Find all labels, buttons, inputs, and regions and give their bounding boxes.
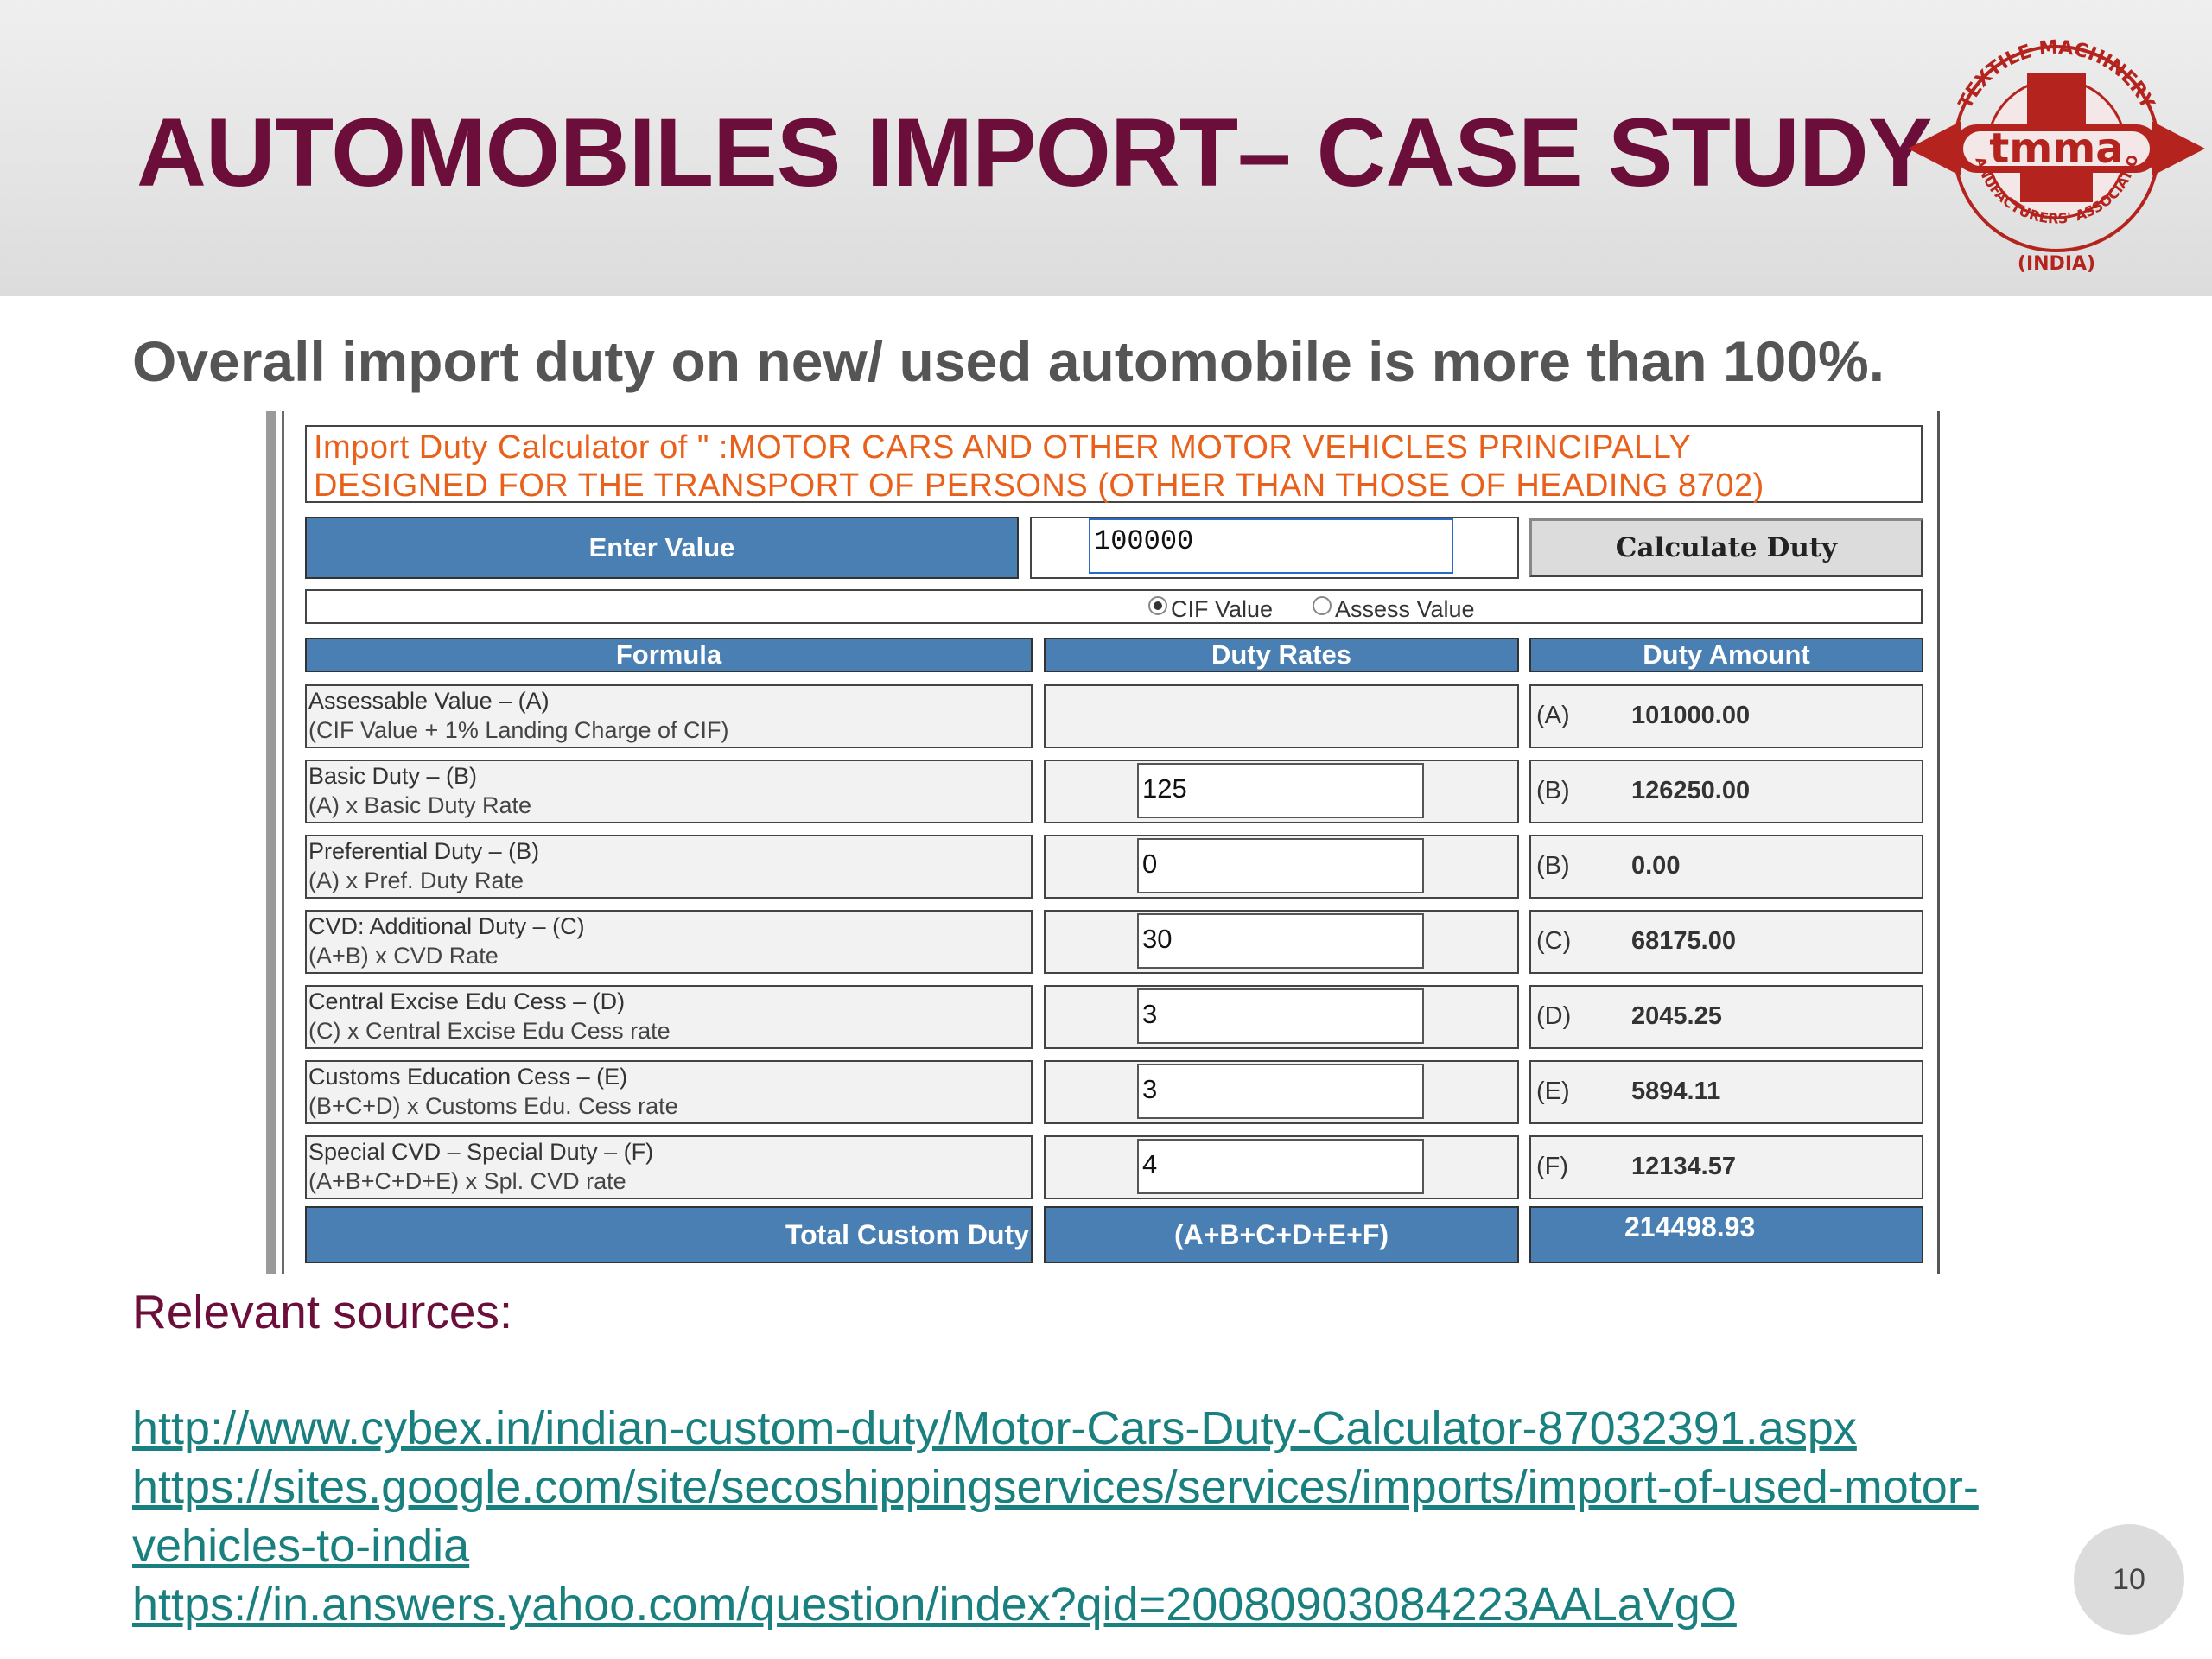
amount-value: 126250.00	[1631, 777, 1751, 804]
rate-cell: 125	[1044, 760, 1519, 823]
amount-cell: (A) 101000.00	[1529, 684, 1923, 748]
column-header-duty-amount: Duty Amount	[1529, 638, 1923, 672]
rate-cell: 3	[1044, 1060, 1519, 1124]
value-type-radio-group: CIF Value Assess Value	[305, 589, 1923, 624]
row-formula: (A) x Basic Duty Rate	[308, 792, 532, 818]
source-link-google-sites[interactable]: https://sites.google.com/site/secoshippi…	[132, 1461, 1979, 1513]
amount-value: 0.00	[1631, 852, 1681, 880]
rate-cell: 0	[1044, 835, 1519, 899]
amount-letter: (E)	[1536, 1077, 1570, 1105]
assess-value-radio[interactable]	[1313, 596, 1332, 615]
value-input[interactable]: 100000	[1089, 518, 1453, 574]
duty-calculator: Import Duty Calculator of " :MOTOR CARS …	[266, 411, 1940, 1274]
cif-value-label: CIF Value	[1171, 596, 1274, 622]
amount-value: 68175.00	[1631, 927, 1736, 955]
row-name: Customs Education Cess – (E)	[308, 1064, 628, 1090]
cif-value-radio[interactable]	[1148, 596, 1167, 615]
row-formula: (B+C+D) x Customs Edu. Cess rate	[308, 1093, 678, 1119]
amount-value: 2045.25	[1631, 1002, 1722, 1030]
row-name: Assessable Value – (A)	[308, 688, 550, 714]
total-formula: (A+B+C+D+E+F)	[1044, 1206, 1519, 1263]
column-header-formula: Formula	[305, 638, 1033, 672]
source-link-cybex[interactable]: http://www.cybex.in/indian-custom-duty/M…	[132, 1402, 1857, 1454]
sources-label: Relevant sources:	[132, 1285, 513, 1338]
calculator-title: Import Duty Calculator of " :MOTOR CARS …	[305, 425, 1923, 504]
amount-cell: (F) 12134.57	[1529, 1135, 1923, 1199]
row-formula: (A+B+C+D+E) x Spl. CVD rate	[308, 1168, 626, 1194]
calculator-title-line2: DESIGNED FOR THE TRANSPORT OF PERSONS (O…	[314, 467, 1764, 504]
amount-letter: (B)	[1536, 777, 1570, 804]
total-custom-duty-label: Total Custom Duty	[305, 1206, 1033, 1263]
calc-border-left-inner	[282, 411, 284, 1274]
row-formula: (A) x Pref. Duty Rate	[308, 868, 524, 893]
calc-border-left	[266, 411, 276, 1274]
preferential-duty-rate-input[interactable]: 0	[1137, 838, 1424, 893]
row-name: Special CVD – Special Duty – (F)	[308, 1139, 654, 1165]
calculator-title-line1: Import Duty Calculator of " :MOTOR CARS …	[314, 429, 1692, 466]
header-band	[0, 0, 2212, 296]
basic-duty-rate-input[interactable]: 125	[1137, 763, 1424, 818]
page-number: 10	[2074, 1524, 2184, 1635]
slide-subtitle: Overall import duty on new/ used automob…	[132, 329, 1885, 393]
amount-cell: (E) 5894.11	[1529, 1060, 1923, 1124]
amount-cell: (D) 2045.25	[1529, 985, 1923, 1049]
cvd-rate-input[interactable]: 30	[1137, 913, 1424, 969]
assess-value-label: Assess Value	[1335, 596, 1475, 622]
logo-center-text: tmma	[1989, 124, 2123, 173]
value-cell: 100000	[1030, 517, 1519, 579]
row-name: Central Excise Edu Cess – (D)	[308, 988, 626, 1014]
amount-value: 12134.57	[1631, 1153, 1736, 1180]
total-amount: 214498.93	[1529, 1206, 1923, 1263]
amount-cell: (C) 68175.00	[1529, 910, 1923, 974]
amount-value: 101000.00	[1631, 702, 1751, 729]
amount-letter: (F)	[1536, 1153, 1569, 1180]
row-central-excise-edu-cess: Central Excise Edu Cess – (D) (C) x Cent…	[305, 985, 1033, 1049]
rate-cell-empty	[1044, 684, 1519, 748]
rate-cell: 4	[1044, 1135, 1519, 1199]
column-header-duty-rates: Duty Rates	[1044, 638, 1519, 672]
row-name: Preferential Duty – (B)	[308, 838, 540, 864]
row-cvd-additional-duty: CVD: Additional Duty – (C) (A+B) x CVD R…	[305, 910, 1033, 974]
special-cvd-rate-input[interactable]: 4	[1137, 1139, 1424, 1194]
row-formula: (C) x Central Excise Edu Cess rate	[308, 1018, 671, 1044]
row-basic-duty: Basic Duty – (B) (A) x Basic Duty Rate	[305, 760, 1033, 823]
excise-cess-rate-input[interactable]: 3	[1137, 988, 1424, 1044]
enter-value-label: Enter Value	[305, 517, 1019, 579]
amount-letter: (A)	[1536, 702, 1570, 729]
tmma-logo: tmma TEXTILE MACHINERY MANUFACTURERS' AS…	[1901, 19, 2205, 275]
rate-cell: 3	[1044, 985, 1519, 1049]
amount-cell: (B) 0.00	[1529, 835, 1923, 899]
row-formula: (CIF Value + 1% Landing Charge of CIF)	[308, 717, 729, 743]
row-customs-education-cess: Customs Education Cess – (E) (B+C+D) x C…	[305, 1060, 1033, 1124]
row-formula: (A+B) x CVD Rate	[308, 943, 499, 969]
source-link-yahoo[interactable]: https://in.answers.yahoo.com/question/in…	[132, 1579, 1737, 1630]
amount-cell: (B) 126250.00	[1529, 760, 1923, 823]
slide-title: AUTOMOBILES IMPORT– CASE STUDY	[137, 99, 1932, 207]
customs-cess-rate-input[interactable]: 3	[1137, 1064, 1424, 1119]
amount-letter: (D)	[1536, 1002, 1572, 1030]
row-preferential-duty: Preferential Duty – (B) (A) x Pref. Duty…	[305, 835, 1033, 899]
row-name: CVD: Additional Duty – (C)	[308, 913, 585, 939]
rate-cell: 30	[1044, 910, 1519, 974]
source-link-google-sites-cont[interactable]: vehicles-to-india	[132, 1520, 470, 1572]
calculate-duty-button[interactable]: Calculate Duty	[1529, 518, 1923, 577]
row-name: Basic Duty – (B)	[308, 763, 478, 789]
logo-country-text: (INDIA)	[2018, 253, 2095, 275]
amount-value: 5894.11	[1631, 1077, 1721, 1105]
amount-letter: (B)	[1536, 852, 1570, 880]
amount-letter: (C)	[1536, 927, 1572, 955]
row-special-cvd: Special CVD – Special Duty – (F) (A+B+C+…	[305, 1135, 1033, 1199]
row-assessable-value: Assessable Value – (A) (CIF Value + 1% L…	[305, 684, 1033, 748]
